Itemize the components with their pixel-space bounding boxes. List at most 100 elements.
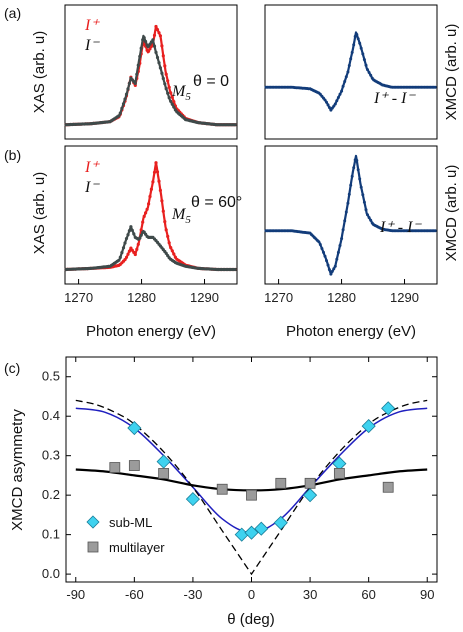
panel-b-left-point	[129, 225, 133, 229]
panel-b-left-point	[144, 211, 148, 215]
panel-c-xtick-label: 30	[303, 587, 317, 602]
panel-a-left-point	[158, 34, 162, 38]
panel-a-left-point	[157, 31, 161, 35]
panel-b-right: XMCD (arb. u) 1270 1280 1290 Photon energy…	[264, 145, 460, 340]
panel-b-right-point	[333, 264, 337, 268]
panel-b-right-point	[355, 159, 359, 162]
panel-b-right-point	[344, 210, 348, 214]
panel-a-left-point	[151, 38, 155, 42]
panel-a-left-point	[169, 91, 173, 95]
panel-c-subml-point	[234, 527, 249, 542]
panel-a-right-point	[369, 73, 373, 77]
panel-b-left-point	[157, 179, 161, 183]
panel-b-right-point	[326, 263, 330, 267]
panel-b-iplus-label: I⁺	[84, 159, 100, 176]
panel-b-right-series	[264, 154, 437, 276]
panel-b-right-point	[335, 257, 339, 261]
panel-b-right-point	[317, 240, 321, 244]
panel-b-left-point	[135, 247, 139, 251]
panel-c-multilayer-point	[275, 477, 287, 489]
panel-a-left-point	[138, 54, 142, 59]
panel-a-left-point	[139, 46, 143, 50]
panel-c-multilayer-point	[158, 468, 170, 479]
panel-c-multilayer-point	[246, 489, 257, 501]
panel-c-multilayer-point	[216, 483, 228, 495]
panel-a-left-point	[121, 102, 126, 106]
panel-b-left-frame	[64, 145, 238, 285]
panel-a-right-point	[323, 98, 327, 102]
panel-a-left-point	[167, 85, 171, 89]
panel-b-right-point	[320, 247, 324, 250]
panel-a-left-point	[155, 55, 160, 60]
panel-b-left-xticks: 1270 1280 1290	[64, 279, 219, 305]
panel-c-legend: sub-ML multilayer	[86, 515, 165, 555]
panel-a-left-point	[133, 81, 137, 85]
panel-b-right-point	[362, 200, 366, 204]
panel-b-left-point	[121, 246, 126, 250]
panel-b-right-frame	[264, 145, 438, 285]
panel-b-right-x-tick-label: 1280	[327, 290, 356, 305]
panel-a-left-point	[169, 99, 173, 103]
panel-b-right-point	[361, 193, 365, 197]
panel-a-left-point	[164, 87, 168, 91]
panel-b-left-point	[136, 242, 140, 246]
panel-a-left-point	[124, 92, 129, 96]
legend-subml-label: sub-ML	[109, 515, 152, 530]
panel-b-left-point	[169, 246, 173, 250]
panel-a-right-point	[355, 33, 359, 36]
panel-c-subml-point	[381, 401, 396, 416]
panel-a-right-point	[358, 41, 362, 45]
panel-a-right-point	[326, 103, 330, 107]
panel-c-ytick-label: 0.3	[42, 448, 60, 463]
panel-c-subml-point	[254, 521, 269, 536]
panel-a-left-point	[127, 81, 131, 86]
panel-a-right-point	[364, 63, 368, 67]
panel-b-left-point	[139, 228, 143, 232]
panel-c-xtick-label: -90	[66, 587, 85, 602]
panel-b-right-xticks: 1270 1280 1290	[264, 279, 419, 305]
panel-b-right-ylabel: XMCD (arb. u)	[443, 165, 460, 262]
panel-a-left-series-1	[64, 34, 237, 127]
panel-b-right-point	[352, 166, 356, 170]
panel-a-right-point	[361, 52, 365, 56]
panel-b-iminus-label: I⁻	[84, 179, 100, 196]
panel-b-left-point	[126, 233, 130, 237]
panel-a-left-point	[154, 50, 158, 55]
panel-a-left-point	[147, 49, 151, 53]
panel-b-right-point	[338, 244, 342, 247]
panel-b-right-point	[318, 243, 322, 246]
panel-b-right-point	[356, 168, 360, 172]
panel-c-subml-point	[273, 515, 288, 530]
panel-b-left: XAS (arb. u) 1270 1280 1290 Photon energy …	[31, 145, 238, 340]
panel-a-left-point	[155, 28, 160, 32]
panel-a-right-frame	[264, 4, 438, 140]
panel-a-left-series	[64, 24, 237, 127]
panel-a-right-point	[362, 58, 366, 62]
panel-b-right-point	[433, 229, 437, 233]
panel-a-theta: θ = 0	[193, 73, 229, 90]
panel-a-right-point	[433, 85, 437, 89]
panel-a-right-point	[343, 80, 347, 83]
panel-a-left-point	[233, 123, 237, 127]
panel-c-xtick-label: 90	[420, 587, 434, 602]
panel-b-left-point	[170, 249, 174, 253]
panel-c: XMCD asymmetry θ (deg) -90 -60 -30 0 30 60 90 0…	[9, 356, 438, 628]
panel-a-right-point	[366, 68, 369, 72]
panel-a-left-point	[123, 97, 127, 101]
panel-b-left-point	[160, 199, 164, 203]
panel-b-right-series-0	[264, 154, 437, 276]
panel-b-left-point	[158, 188, 162, 192]
panel-b-right-point	[366, 213, 369, 217]
panel-a-left: XAS (arb. u) I⁺ I⁻ M5	[31, 4, 238, 140]
panel-a-right-point	[336, 96, 340, 99]
panel-a-right-ylabel: XMCD (arb. u)	[443, 24, 460, 121]
panel-a-right-point	[367, 71, 371, 74]
panel-a-left-ylabel: XAS (arb. u)	[31, 31, 48, 114]
panel-a-edge-label: M5	[171, 83, 191, 103]
panel-b-left-point	[148, 194, 152, 199]
panel-b-right-point	[341, 228, 345, 232]
panel-b-left-point	[127, 249, 131, 253]
panel-a-right-series-0	[264, 31, 437, 112]
panel-a-xmcd-label: I⁺ - I⁻	[373, 90, 416, 107]
panel-a-edge-sub: 5	[185, 91, 191, 103]
